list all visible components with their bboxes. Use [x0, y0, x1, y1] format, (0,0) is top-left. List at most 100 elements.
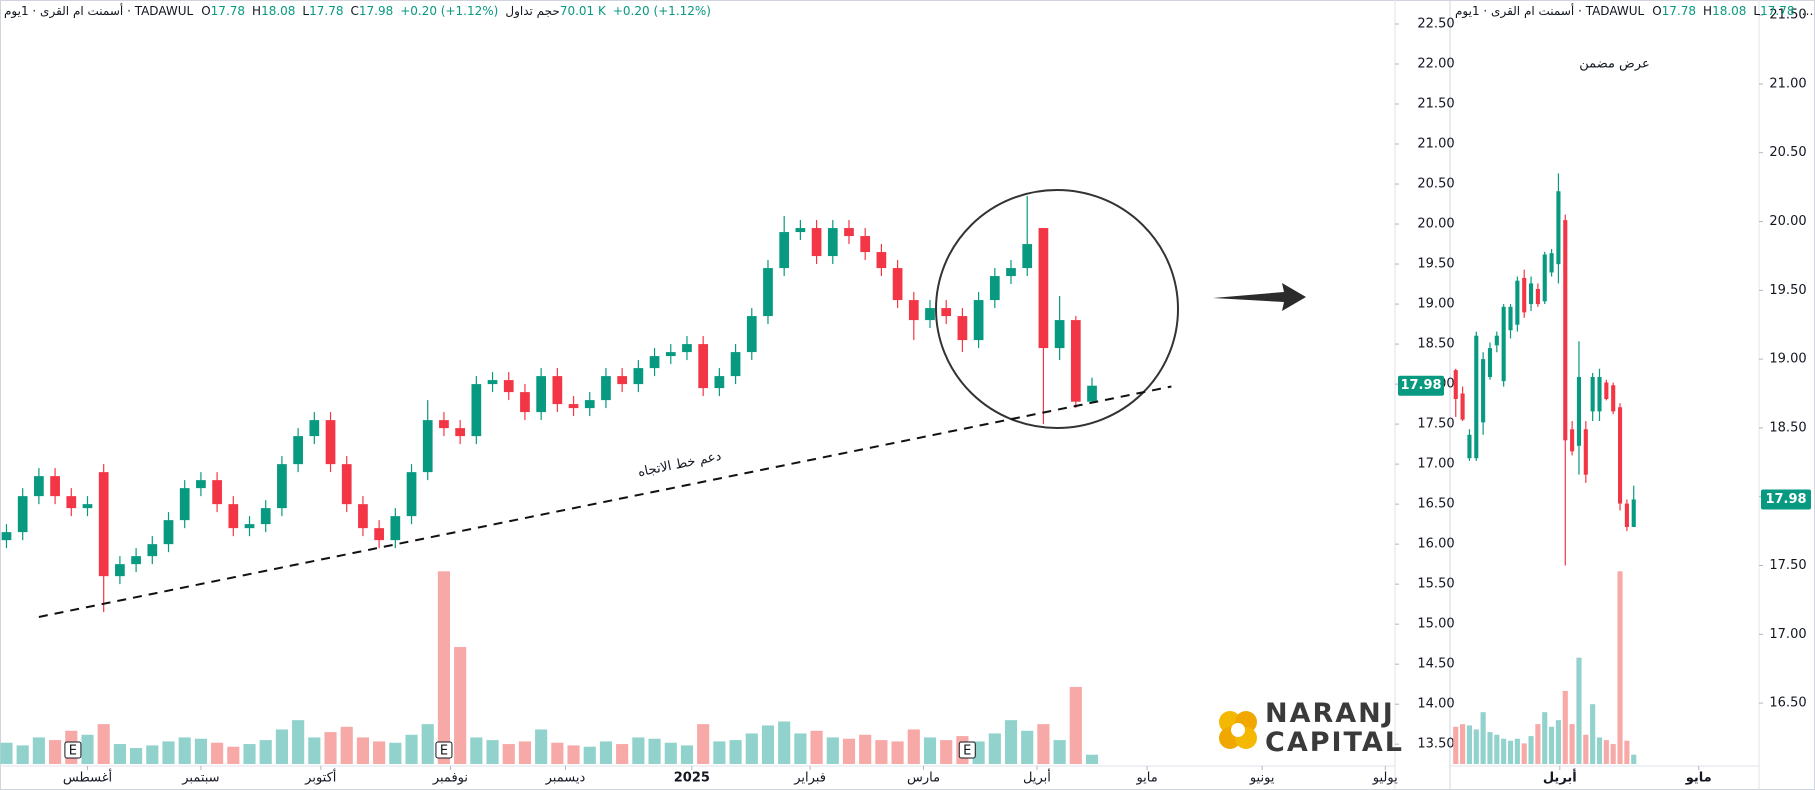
logo-text: CAPITAL: [1265, 727, 1404, 758]
volume-bar: [389, 742, 402, 764]
volume-bar: [518, 741, 532, 764]
y-tick-label: 19.00: [1769, 352, 1806, 367]
volume-bar: [211, 742, 224, 764]
volume-bar: [551, 742, 564, 764]
volume-bar: [470, 737, 483, 764]
volume-bar: [1460, 724, 1466, 764]
volume-bar: [1549, 726, 1555, 764]
y-tick-label: 21.50: [1417, 97, 1454, 112]
candle-body: [277, 464, 287, 509]
candle-body: [1054, 320, 1065, 349]
volume-bar: [648, 738, 661, 764]
volume-bar: [1596, 737, 1603, 764]
last-price-label: 17.98: [1765, 492, 1806, 507]
volume-bar: [923, 737, 937, 764]
volume-bar: [1535, 724, 1541, 764]
volume-bar: [49, 740, 62, 764]
volume-bar: [1624, 740, 1630, 764]
y-tick-label: 21.50: [1769, 8, 1806, 23]
volume-bar: [146, 745, 159, 764]
volume-bar: [1069, 686, 1082, 764]
candle-body: [860, 236, 871, 253]
volume-bar: [243, 744, 256, 764]
volume-bar: [81, 734, 94, 764]
candle-body: [795, 228, 806, 233]
candle-body: [50, 476, 60, 497]
x-tick-label: يوليو: [1372, 771, 1398, 786]
volume-bar: [1590, 704, 1596, 764]
volume-bar: [810, 730, 823, 764]
volume-bar: [1583, 734, 1589, 764]
candle-body: [1487, 348, 1493, 377]
candle-body: [908, 300, 919, 321]
last-price-tag: [1761, 489, 1811, 510]
x-tick-label: 2025: [674, 771, 710, 786]
volume-bar: [308, 737, 321, 764]
candle-body: [17, 496, 28, 533]
ohlc-label: H: [252, 4, 262, 18]
candle-body: [163, 520, 174, 545]
volume-bar: [940, 740, 953, 764]
y-tick-label: 19.50: [1417, 257, 1454, 272]
candle-body: [503, 380, 514, 393]
volume-bar: [1507, 740, 1514, 764]
y-tick-label: 13.50: [1417, 737, 1454, 752]
candle-body: [1590, 376, 1595, 412]
y-tick-label: 17.00: [1769, 627, 1806, 642]
candle-body: [1604, 382, 1609, 400]
candle-body: [617, 376, 628, 385]
volume-bar: [680, 745, 694, 764]
y-tick-label: 22.50: [1417, 17, 1454, 32]
candle-body: [179, 488, 190, 521]
candle-body: [568, 404, 579, 409]
candle-body: [1576, 376, 1582, 446]
volume-bar: [664, 742, 677, 764]
x-tick-label: مايو: [1685, 771, 1712, 786]
candle-body: [1631, 499, 1636, 527]
volume-bar: [373, 741, 386, 764]
volume-bar: [1480, 712, 1486, 764]
y-tick-label: 14.50: [1417, 657, 1454, 672]
volume-bar: [535, 729, 548, 764]
candle-body: [115, 564, 125, 577]
x-tick-label: مارس: [907, 771, 940, 786]
last-price-tag: [1398, 375, 1444, 396]
candle-body: [746, 316, 757, 353]
candle-body: [536, 376, 547, 413]
candle-body: [1535, 288, 1540, 305]
candle-body: [1563, 220, 1568, 441]
volume-bar: [292, 720, 305, 764]
candle-body: [228, 504, 239, 529]
candle-body: [422, 420, 433, 473]
volume-bar: [1610, 744, 1616, 764]
y-tick-label: 20.00: [1417, 217, 1454, 232]
y-tick-label: 17.50: [1769, 558, 1806, 573]
candle-body: [763, 268, 773, 317]
volume-bar: [891, 741, 904, 764]
volume-bar: [729, 740, 742, 764]
ohlc-value: 17.78: [309, 4, 344, 18]
candle-body: [730, 352, 741, 377]
candle-body: [1556, 191, 1561, 265]
candle-body: [212, 480, 222, 505]
volume-bar: [1542, 712, 1548, 764]
y-tick-label: 19.50: [1769, 283, 1806, 298]
candle-body: [811, 228, 822, 257]
volume-bar: [1473, 729, 1479, 764]
change: +0.20 (+1.12%): [612, 4, 711, 18]
volume-bar: [1521, 743, 1527, 764]
volume-bar: [454, 647, 467, 764]
candle-body: [455, 428, 465, 437]
candle-body: [147, 544, 158, 557]
y-tick-label: 21.00: [1769, 76, 1806, 91]
volume-bar: [1603, 740, 1609, 764]
candle-body: [34, 476, 44, 497]
candle-body: [665, 352, 676, 357]
candle-body: [1460, 393, 1465, 420]
y-tick-label: 17.50: [1417, 417, 1454, 432]
x-tick-label: أكتوبر: [304, 769, 336, 786]
x-tick-label: أغسطس: [63, 769, 112, 786]
